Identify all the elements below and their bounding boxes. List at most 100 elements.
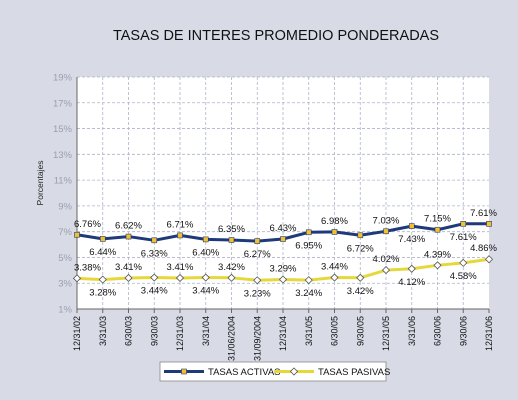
point-tasas-pasivas — [175, 273, 185, 283]
point-tasas-activas — [254, 238, 261, 244]
data-label: 3.23% — [244, 288, 271, 299]
x-tick-label: 3/31/06 — [407, 316, 417, 346]
data-label: 6.76% — [74, 219, 101, 230]
x-tick-label: 3/31/03 — [98, 316, 108, 346]
point-tasas-activas — [177, 232, 183, 239]
data-label: 6.62% — [115, 221, 142, 232]
data-label: 3.41% — [115, 262, 142, 273]
data-label: 4.12% — [398, 277, 425, 288]
x-tick-label: 6/30/03 — [124, 316, 134, 346]
series-layer — [72, 221, 494, 285]
point-tasas-pasivas — [253, 276, 262, 285]
legend: TASAS ACTIVAS TASAS PASIVAS — [159, 361, 390, 382]
x-tick-label: 31/09/2004 — [252, 316, 262, 361]
data-label: 4.58% — [450, 271, 477, 282]
point-tasas-activas — [434, 226, 441, 233]
point-tasas-pasivas — [278, 275, 288, 284]
x-tick-label: 9/30/06 — [458, 316, 468, 346]
data-label: 3.38% — [74, 262, 101, 273]
legend-marker-tasas-pasivas — [289, 367, 299, 376]
point-tasas-pasivas — [433, 261, 442, 270]
point-tasas-activas — [151, 237, 158, 244]
x-tick-label: 12/31/04 — [278, 316, 288, 351]
point-tasas-activas — [74, 231, 80, 238]
data-label: 6.98% — [321, 216, 348, 227]
grid-layer — [77, 76, 489, 309]
axis-layer: 1% 3% 5% 7% 9% 11% 13% 15% 17% 19% 12/31/02 3/31/03… — [53, 73, 494, 362]
data-label: 6.72% — [347, 243, 374, 254]
y-tick-label: 17% — [53, 98, 73, 109]
point-tasas-pasivas — [98, 275, 107, 284]
x-tick-label: 12/31/05 — [381, 316, 391, 351]
point-tasas-activas — [486, 221, 492, 227]
y-tick-label: 19% — [53, 73, 73, 84]
y-tick-label: 11% — [54, 176, 73, 187]
point-tasas-pasivas — [72, 274, 82, 283]
data-label-layer: 6.76% 6.44% 6.62% 6.33% 6.71% 6.40% 6.35% 6.27%… — [74, 208, 498, 299]
y-tick-label: 5% — [58, 253, 72, 264]
point-tasas-pasivas — [201, 273, 210, 282]
point-tasas-activas — [357, 232, 364, 239]
data-label: 4.86% — [470, 243, 497, 254]
data-label: 6.71% — [167, 219, 194, 230]
legend-box — [159, 361, 387, 382]
data-label: 3.44% — [321, 262, 348, 273]
x-tick-label: 9/30/05 — [355, 316, 365, 346]
legend-label-tasas-activas: TASAS ACTIVAS — [208, 367, 281, 378]
x-tick-label: 12/31/06 — [484, 316, 494, 351]
point-tasas-activas — [383, 228, 389, 235]
point-tasas-pasivas — [381, 266, 391, 275]
x-tick-label: 9/30/03 — [149, 316, 159, 346]
data-label: 6.44% — [89, 247, 116, 258]
y-tick-label: 13% — [53, 150, 73, 161]
data-label: 3.24% — [295, 288, 322, 299]
point-tasas-pasivas — [330, 273, 339, 282]
x-tick-label: 31/06/2004 — [227, 316, 237, 361]
point-tasas-pasivas — [407, 264, 416, 273]
point-tasas-pasivas — [484, 255, 494, 264]
legend-label-tasas-pasivas: TASAS PASIVAS — [318, 367, 390, 378]
point-tasas-activas — [280, 236, 286, 242]
y-tick-label: 9% — [58, 201, 72, 212]
data-label: 3.44% — [192, 286, 219, 297]
y-tick-label: 7% — [58, 227, 72, 238]
point-tasas-pasivas — [459, 258, 468, 267]
x-tick-label: 3/31/05 — [304, 316, 314, 346]
data-label: 6.43% — [270, 223, 297, 234]
point-tasas-activas — [125, 233, 132, 240]
y-tick-label: 1% — [58, 305, 72, 316]
data-label: 7.03% — [373, 215, 400, 226]
data-label: 3.42% — [218, 262, 245, 273]
data-label: 3.42% — [347, 286, 374, 297]
point-tasas-pasivas — [150, 273, 159, 282]
chart-title: TASAS DE INTERES PROMEDIO PONDERADAS — [113, 28, 439, 44]
data-label: 7.15% — [424, 214, 451, 225]
data-label: 3.41% — [167, 262, 194, 273]
data-label: 4.02% — [373, 254, 400, 265]
data-label: 6.33% — [141, 248, 168, 259]
x-tick-label: 3/31/04 — [201, 316, 211, 346]
data-label: 7.61% — [450, 232, 477, 243]
point-tasas-activas — [99, 236, 106, 242]
point-tasas-activas — [460, 221, 467, 227]
point-tasas-activas — [305, 229, 312, 236]
y-tick-label: 3% — [58, 279, 72, 290]
point-tasas-pasivas — [124, 273, 133, 283]
y-tick-label: 15% — [53, 124, 73, 135]
data-label: 4.39% — [424, 249, 451, 260]
x-tick-label: 6/30/05 — [330, 316, 340, 346]
legend-marker-tasas-activas — [181, 368, 187, 375]
point-tasas-activas — [202, 236, 209, 243]
data-label: 3.44% — [141, 286, 168, 297]
point-tasas-activas — [408, 223, 415, 229]
point-tasas-pasivas — [227, 273, 236, 282]
data-label: 3.29% — [270, 263, 297, 274]
data-label: 6.35% — [218, 224, 245, 235]
x-tick-label: 12/31/02 — [72, 316, 82, 351]
data-label: 6.27% — [244, 249, 271, 260]
data-label: 3.28% — [89, 288, 116, 299]
x-tick-label: 12/31/03 — [175, 316, 185, 351]
data-label: 7.43% — [398, 234, 425, 245]
